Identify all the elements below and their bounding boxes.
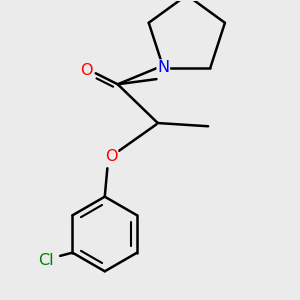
- Text: N: N: [157, 60, 169, 75]
- Text: O: O: [105, 149, 118, 164]
- Text: Cl: Cl: [38, 253, 54, 268]
- Text: O: O: [80, 63, 93, 78]
